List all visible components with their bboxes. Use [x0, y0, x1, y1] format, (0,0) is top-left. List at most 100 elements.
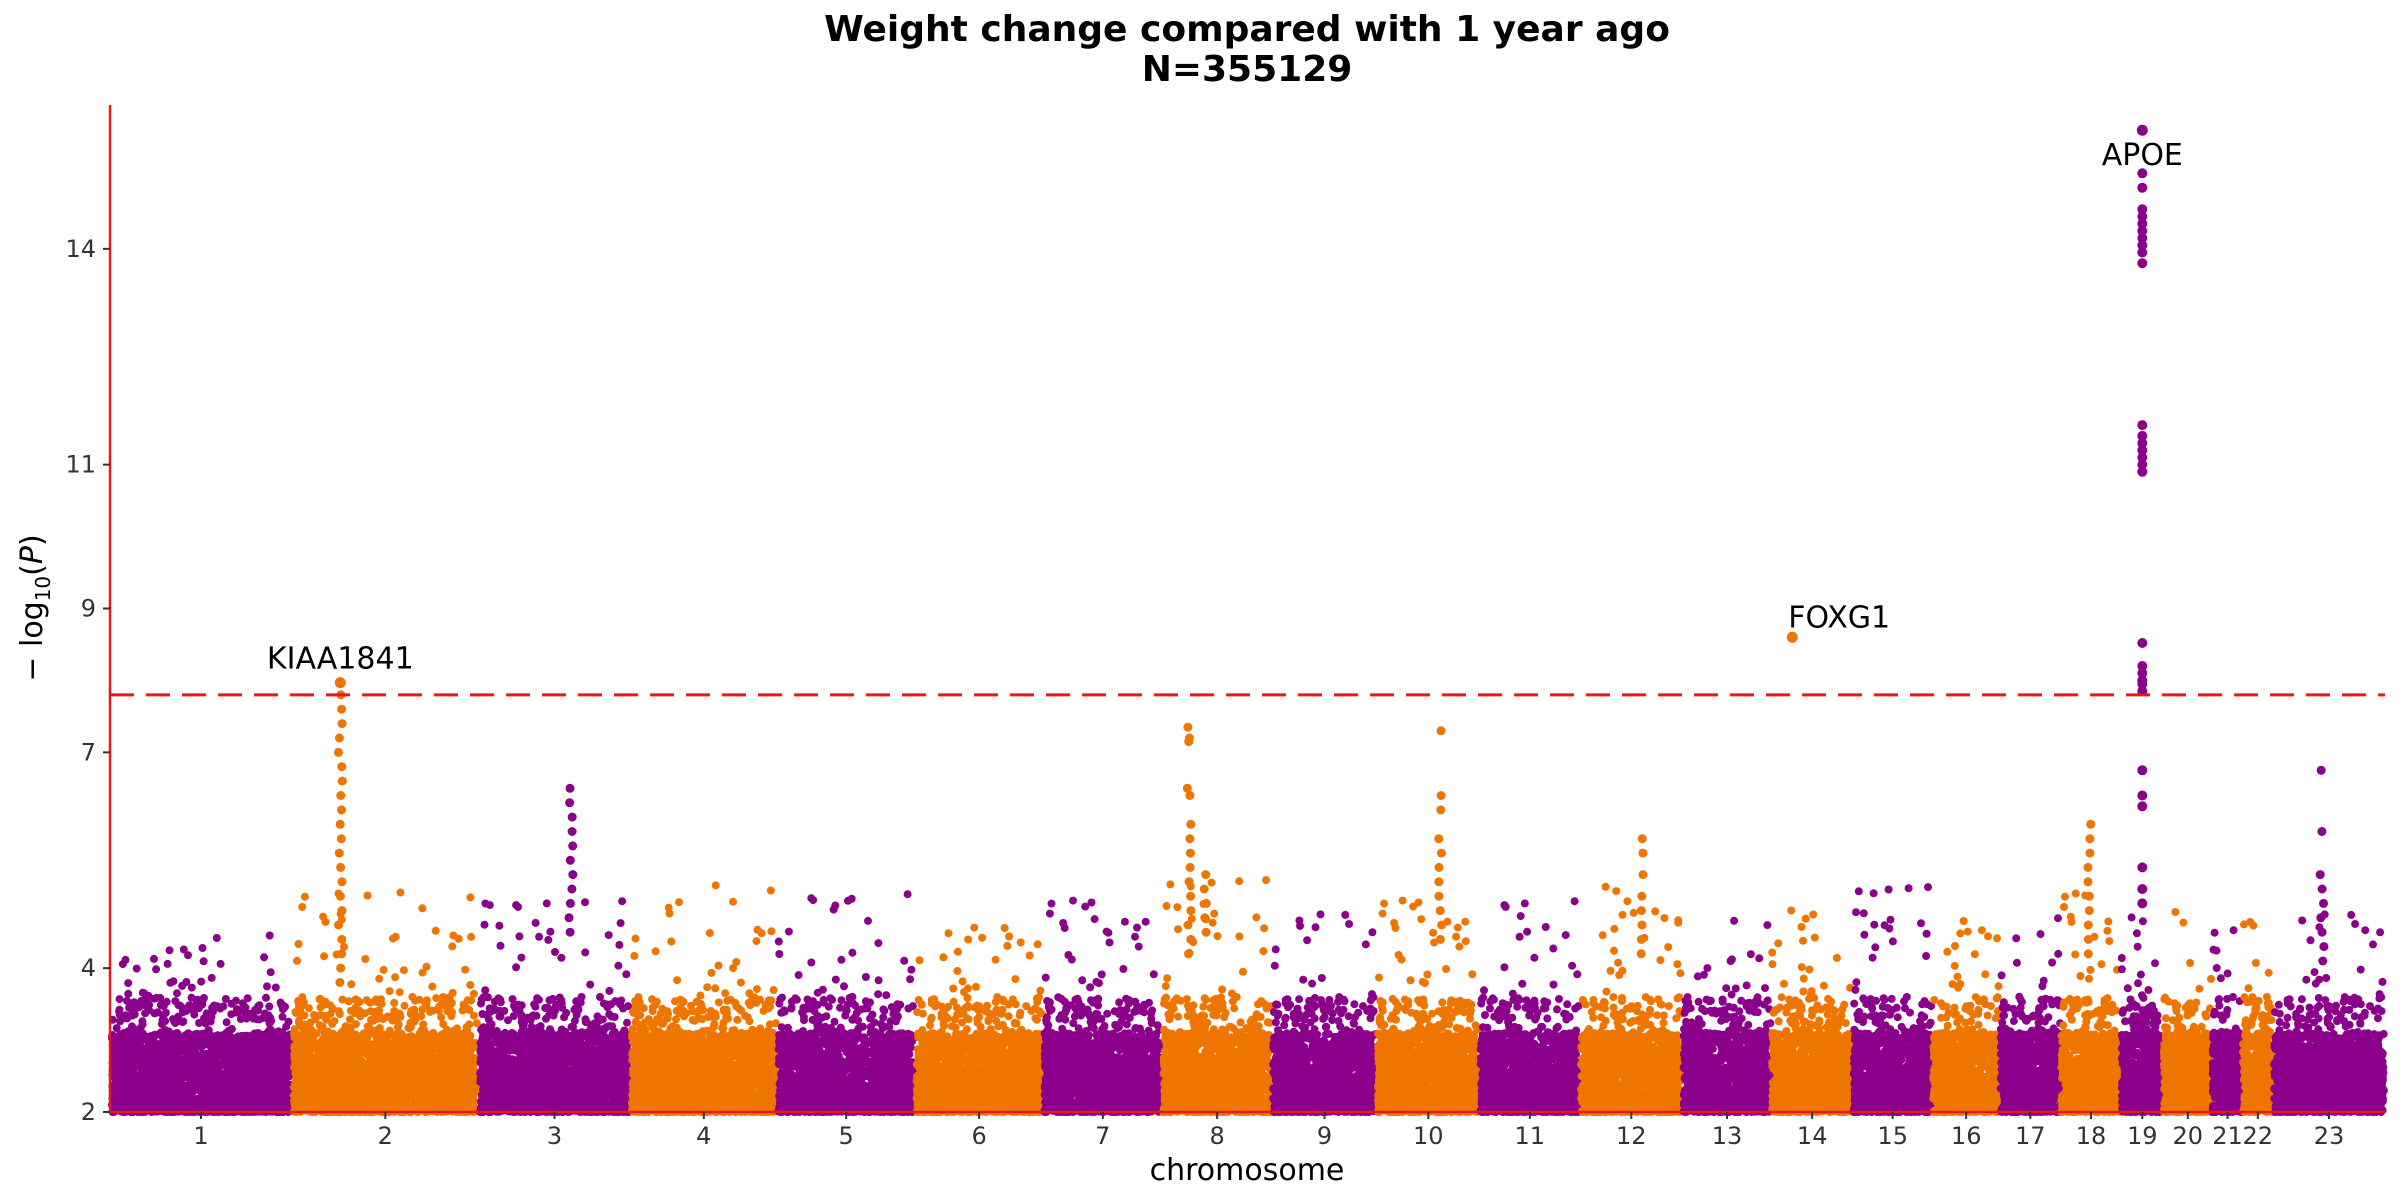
- snp-point: [326, 1032, 335, 1040]
- snp-point: [366, 998, 375, 1007]
- snp-point: [391, 932, 400, 941]
- snp-point: [465, 1092, 474, 1101]
- snp-point: [272, 1094, 281, 1103]
- snp-point: [341, 1084, 350, 1093]
- snp-point: [347, 980, 356, 989]
- snp-point: [372, 1010, 381, 1018]
- snp-point: [350, 1008, 359, 1017]
- snp-point: [179, 1098, 188, 1107]
- snp-point: [458, 1006, 467, 1015]
- snp-point: [419, 1020, 428, 1029]
- snp-point: [297, 1098, 306, 1107]
- snp-point: [408, 1080, 417, 1089]
- snp-point: [377, 1097, 386, 1106]
- snp-point: [164, 1029, 173, 1038]
- snp-point: [278, 1001, 287, 1010]
- snp-point: [361, 955, 370, 963]
- snp-point: [465, 1020, 474, 1029]
- snp-point: [173, 1058, 182, 1067]
- snp-point: [266, 968, 275, 977]
- snp-point: [311, 1083, 320, 1092]
- snp-point: [391, 973, 400, 982]
- snp-point: [270, 1037, 279, 1046]
- snp-point: [330, 1097, 339, 1106]
- snp-point: [443, 1007, 452, 1016]
- snp-point: [326, 1001, 335, 1010]
- snp-point: [178, 1064, 187, 1073]
- snp-point: [393, 1013, 402, 1022]
- snp-point: [297, 1000, 306, 1009]
- snp-point: [171, 1019, 180, 1027]
- snp-point: [216, 959, 225, 968]
- snp-point: [212, 934, 221, 942]
- snp-point: [278, 1103, 287, 1112]
- snp-point: [221, 995, 230, 1003]
- snp-point: [397, 1057, 406, 1066]
- snp-point: [388, 1051, 397, 1059]
- snp-point: [170, 1078, 179, 1087]
- snp-point: [179, 1007, 187, 1015]
- snp-point: [434, 1003, 443, 1012]
- snp-point: [412, 1094, 421, 1103]
- snp-point: [222, 1018, 231, 1027]
- snp-point: [210, 1001, 219, 1010]
- snp-point: [141, 1009, 150, 1018]
- snp-point: [183, 1046, 191, 1055]
- snp-point: [238, 1095, 246, 1104]
- snp-point: [379, 965, 388, 974]
- snp-point: [454, 1031, 463, 1040]
- snp-point: [377, 1070, 386, 1079]
- snp-point: [394, 1092, 403, 1101]
- snp-point: [410, 1017, 419, 1026]
- snp-point: [303, 1071, 312, 1080]
- snp-point: [179, 1017, 188, 1026]
- snp-point: [112, 1024, 121, 1033]
- snp-point: [156, 994, 165, 1002]
- snp-point: [226, 1093, 235, 1102]
- snp-point: [261, 1066, 270, 1074]
- snp-point: [430, 1044, 439, 1053]
- snp-point: [461, 1038, 470, 1047]
- snp-point: [413, 1036, 422, 1045]
- snp-point: [153, 1008, 162, 1017]
- snp-point: [206, 1069, 215, 1078]
- snp-point: [324, 1072, 333, 1081]
- snp-point: [349, 1081, 358, 1090]
- snp-point: [337, 1069, 346, 1078]
- snp-point: [422, 962, 431, 971]
- snp-point: [258, 1092, 267, 1101]
- snp-point: [614, 961, 623, 970]
- snp-point: [396, 1079, 405, 1088]
- snp-point: [394, 1065, 403, 1074]
- snp-point: [339, 1058, 348, 1067]
- snp-point: [247, 1099, 255, 1107]
- snp-point: [187, 983, 196, 992]
- snp-point: [357, 1098, 366, 1107]
- snp-point: [173, 989, 181, 998]
- snp-point: [228, 1072, 237, 1080]
- snp-point: [325, 1091, 334, 1100]
- snp-point: [428, 982, 437, 991]
- snp-point: [358, 1009, 367, 1018]
- snp-point: [126, 1056, 135, 1065]
- snp-point: [450, 1041, 459, 1050]
- snp-point: [294, 1059, 303, 1068]
- snp-point: [418, 904, 427, 913]
- snp-point: [413, 1101, 422, 1110]
- snp-point: [385, 987, 394, 996]
- snp-point: [130, 1005, 139, 1014]
- snp-point: [165, 946, 174, 955]
- snp-point: [245, 1044, 254, 1052]
- snp-point: [391, 1036, 400, 1045]
- snp-point: [262, 1014, 271, 1023]
- snp-point: [211, 1032, 220, 1041]
- snp-point: [334, 1081, 342, 1090]
- snp-point: [383, 1037, 392, 1046]
- snp-point: [431, 926, 440, 935]
- snp-point: [622, 970, 631, 979]
- snp-point: [147, 1067, 156, 1076]
- snp-point: [165, 1101, 174, 1110]
- snp-point: [149, 1033, 158, 1042]
- snp-point: [116, 1063, 125, 1072]
- snp-point: [262, 993, 270, 1002]
